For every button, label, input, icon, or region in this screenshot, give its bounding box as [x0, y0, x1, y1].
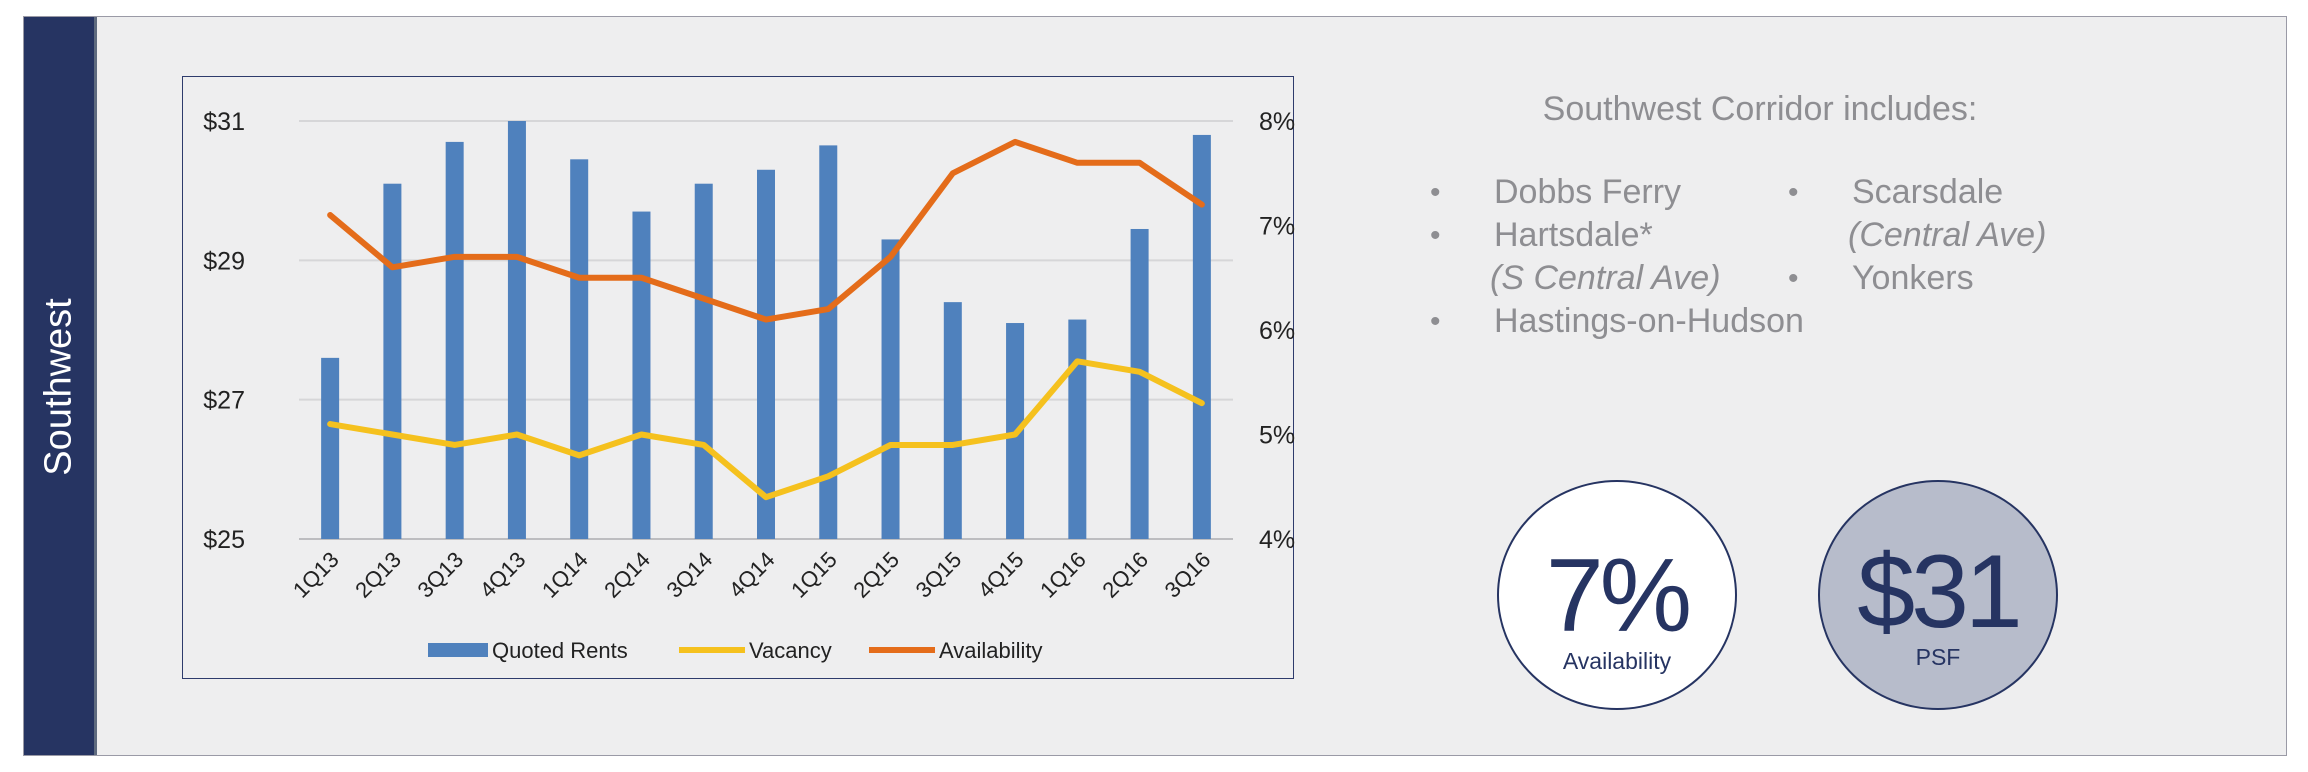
- bar-quoted-rents: [757, 169, 775, 539]
- sidebar-divider: [94, 17, 97, 755]
- town-list-right: • Scarsdale (Central Ave) • Yonkers: [1788, 171, 2046, 300]
- bar-quoted-rents: [383, 183, 402, 539]
- y-right-tick-label: 8%: [1259, 108, 1295, 136]
- town-name: Hastings-on-Hudson: [1494, 302, 1804, 340]
- bullet-icon: •: [1788, 176, 1799, 209]
- y-right-tick-label: 7%: [1259, 213, 1295, 241]
- bar-quoted-rents: [507, 121, 526, 539]
- list-item: • Yonkers: [1788, 257, 2046, 300]
- bar-quoted-rents: [1192, 134, 1211, 539]
- x-tick-label: 1Q13: [288, 547, 344, 603]
- town-name: Yonkers: [1852, 259, 1974, 297]
- town-name: Dobbs Ferry: [1494, 173, 1682, 211]
- y-right-tick-label: 5%: [1259, 422, 1295, 450]
- bar-quoted-rents: [632, 211, 651, 540]
- town-subarea: (Central Ave): [1848, 216, 2047, 254]
- town-list-left: • Dobbs Ferry • Hartsdale* (S Central Av…: [1430, 171, 1804, 343]
- bullet-icon: •: [1788, 262, 1799, 295]
- combo-chart: $31$29$27$258%7%6%5%4%1Q13 2Q13 3Q13 4Q13 1Q…: [203, 108, 1295, 663]
- region-sidebar: Southwest: [24, 17, 94, 755]
- bar-quoted-rents: [321, 357, 340, 539]
- availability-stat-circle: 7% Availability: [1497, 480, 1737, 710]
- chart-container: $31 $29 $27 $25 8% 7% 6% 5% 4% 1Q13 2Q13 3Q13 4Q13 1Q…: [182, 76, 1295, 679]
- y-left-tick-label: $27: [203, 387, 245, 415]
- x-tick-label: 2Q15: [848, 547, 904, 603]
- y-right-tick-label: 6%: [1259, 317, 1295, 345]
- legend-label-availability: Availability: [939, 638, 1043, 663]
- x-tick-label: 1Q14: [537, 547, 593, 603]
- legend-swatch-quoted-rents: [428, 643, 488, 657]
- x-tick-label: 4Q13: [475, 547, 531, 603]
- legend-swatch-vacancy: [679, 647, 745, 653]
- y-right-tick-label: 4%: [1259, 526, 1295, 554]
- y-left-tick-label: $31: [203, 108, 245, 136]
- list-item: • Hartsdale* (S Central Ave): [1430, 214, 1804, 300]
- x-tick-label: 1Q16: [1035, 547, 1091, 603]
- region-label: Southwest: [37, 298, 80, 476]
- bullet-icon: •: [1430, 219, 1441, 252]
- legend-label-vacancy: Vacancy: [749, 638, 832, 663]
- bar-quoted-rents: [1130, 228, 1149, 539]
- bullet-icon: •: [1430, 305, 1441, 338]
- x-tick-label: 4Q14: [724, 547, 780, 603]
- bar-quoted-rents: [943, 302, 962, 539]
- psf-stat-circle: $31 PSF: [1818, 480, 2058, 710]
- psf-label: PSF: [1915, 644, 1961, 670]
- bar-quoted-rents: [1068, 319, 1087, 539]
- x-tick-label: 3Q14: [662, 547, 718, 603]
- bar-quoted-rents: [694, 183, 713, 539]
- list-item: • Scarsdale (Central Ave): [1788, 171, 2046, 257]
- bar-quoted-rents: [570, 159, 589, 540]
- x-tick-label: 3Q13: [412, 547, 468, 603]
- bar-quoted-rents: [445, 141, 464, 539]
- bar-quoted-rents: [881, 239, 900, 539]
- list-item: • Hastings-on-Hudson: [1430, 300, 1804, 343]
- x-tick-label: 2Q16: [1097, 547, 1153, 603]
- availability-label: Availability: [1562, 648, 1672, 674]
- x-tick-label: 2Q13: [350, 547, 406, 603]
- psf-value: $31: [1857, 534, 2023, 650]
- bar-quoted-rents: [819, 145, 838, 539]
- town-name: Scarsdale: [1852, 173, 2004, 211]
- y-left-tick-label: $25: [203, 526, 245, 554]
- y-left-tick-label: $29: [203, 247, 245, 275]
- list-item: • Dobbs Ferry: [1430, 171, 1804, 214]
- x-tick-label: 1Q15: [786, 547, 842, 603]
- town-name: Hartsdale*: [1494, 216, 1653, 254]
- x-tick-label: 2Q14: [599, 547, 655, 603]
- line-availability: [327, 138, 1205, 323]
- line-vacancy: [327, 358, 1205, 501]
- availability-value: 7%: [1545, 538, 1692, 654]
- bullet-icon: •: [1430, 176, 1441, 209]
- legend-swatch-availability: [869, 647, 935, 653]
- x-tick-label: 3Q15: [911, 547, 967, 603]
- x-tick-label: 3Q16: [1160, 547, 1216, 603]
- x-tick-label: 4Q15: [973, 547, 1029, 603]
- town-subarea: (S Central Ave): [1490, 259, 1721, 297]
- corridor-title: Southwest Corridor includes:: [1542, 90, 1978, 128]
- legend-label-quoted-rents: Quoted Rents: [492, 638, 628, 663]
